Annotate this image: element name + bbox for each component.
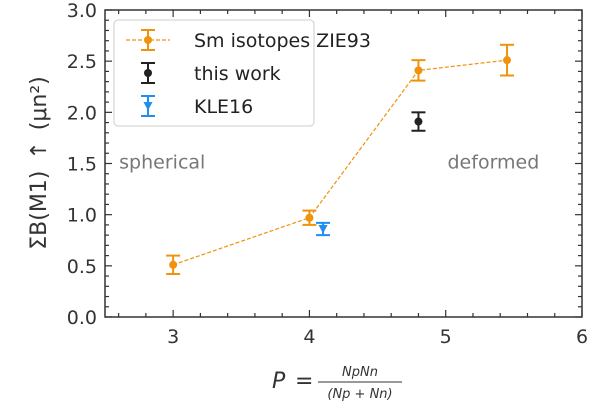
y-axis-label-sum: ΣB(M1) xyxy=(27,171,52,250)
legend-entry-2: KLE16 xyxy=(141,95,253,118)
legend-label: KLE16 xyxy=(194,96,253,118)
legend-frame xyxy=(113,19,315,127)
x-axis-label-denominator: (Np + Nn) xyxy=(327,387,392,402)
annotation-spherical: spherical xyxy=(119,152,205,174)
data-point xyxy=(318,224,328,234)
legend-entry-1: this work xyxy=(141,62,281,85)
series-2 xyxy=(316,221,331,237)
y-tick-label: 2.5 xyxy=(67,51,97,73)
y-tick-label: 0.5 xyxy=(67,256,97,278)
data-point xyxy=(414,117,423,126)
chart-marks xyxy=(166,43,515,276)
series-0 xyxy=(166,43,515,276)
series-1 xyxy=(411,111,426,132)
plot-frame xyxy=(104,9,583,318)
legend-marker xyxy=(143,102,153,111)
x-tick-label: 6 xyxy=(576,326,588,348)
legend-marker xyxy=(144,36,152,44)
x-axis-label-prefix: P xyxy=(272,369,286,394)
y-tick-label: 1.5 xyxy=(67,154,97,176)
y-axis-label: ΣB(M1) ↑ (μn²) xyxy=(27,76,52,250)
legend: Sm isotopes ZIE93 this work KLE16 xyxy=(113,19,371,127)
annotation-deformed: deformed xyxy=(448,152,540,174)
x-axis-label: P = NpNn (Np + Nn) xyxy=(272,365,402,402)
y-axis-label-arrow: ↑ xyxy=(27,141,52,159)
data-point xyxy=(414,66,423,75)
series-line xyxy=(172,59,508,266)
x-axis-label-numerator: NpNn xyxy=(342,365,378,380)
data-point xyxy=(305,213,314,222)
y-axis-label-unit: (μn²) xyxy=(27,76,52,130)
x-axis-label-equals: = xyxy=(295,369,313,394)
x-tick-label: 5 xyxy=(440,326,452,348)
data-point xyxy=(503,56,512,65)
x-tick-label: 3 xyxy=(167,326,179,348)
legend-label: this work xyxy=(194,63,281,85)
y-tick-label: 1.0 xyxy=(67,205,97,227)
legend-label: Sm isotopes ZIE93 xyxy=(194,30,371,52)
y-tick-label: 0.0 xyxy=(67,307,97,329)
y-tick-label: 2.0 xyxy=(67,102,97,124)
legend-entry-0: Sm isotopes ZIE93 xyxy=(126,29,371,52)
x-tick-label: 4 xyxy=(303,326,315,348)
legend-marker xyxy=(144,69,152,77)
y-tick-label: 3.0 xyxy=(67,0,97,22)
data-point xyxy=(169,260,178,269)
